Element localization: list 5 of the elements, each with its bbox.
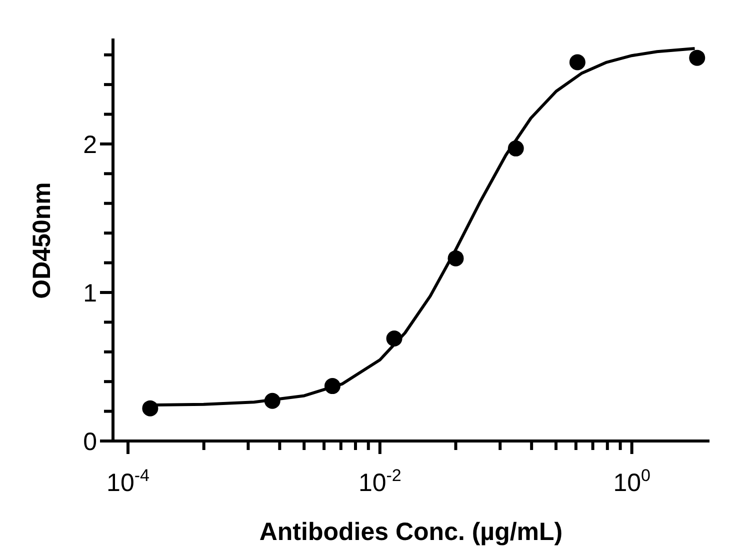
y-tick-label: 2 [83, 130, 97, 159]
y-tick-label: 1 [83, 279, 97, 308]
y-axis-title: OD450nm [28, 182, 56, 299]
x-axis-title: Antibodies Conc. (µg/mL) [259, 518, 563, 546]
y-tick-label: 0 [83, 428, 97, 456]
